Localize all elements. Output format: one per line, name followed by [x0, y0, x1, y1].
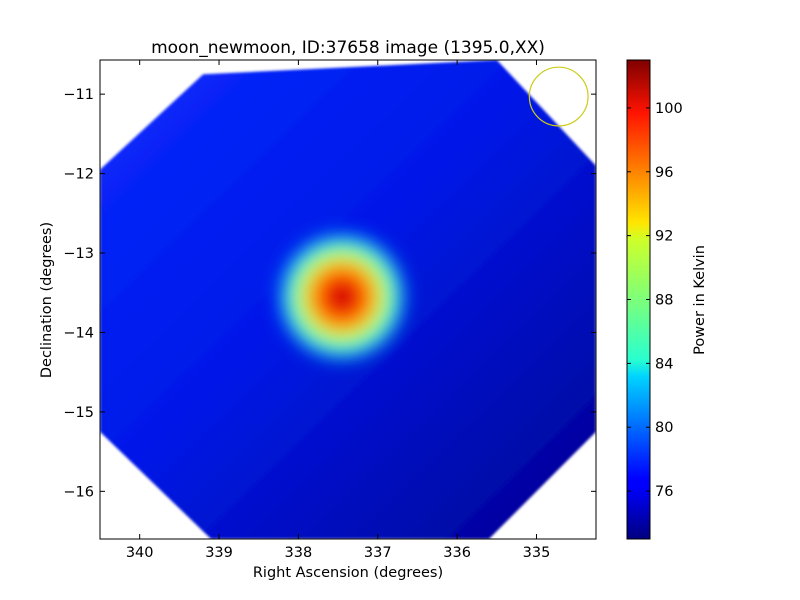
y-axis-ticks: −11 −12 −13 −14 −15 −16 [63, 87, 596, 500]
x-tick-label: 337 [364, 545, 392, 561]
colorbar-tick-label: 76 [655, 484, 673, 500]
plot-frame [99, 59, 597, 540]
y-tick-label: −15 [63, 405, 94, 421]
x-tick-label: 336 [443, 545, 471, 561]
x-tick-label: 335 [523, 545, 551, 561]
y-tick-label: −14 [63, 325, 94, 341]
source-emission [269, 224, 415, 370]
colorbar-tick-label: 100 [655, 101, 683, 117]
colorbar-label: Power in Kelvin [692, 245, 708, 355]
colorbar-tick-label: 92 [655, 229, 673, 245]
x-axis-label: Right Ascension (degrees) [253, 565, 443, 581]
colorbar-tick-label: 80 [655, 420, 673, 436]
x-axis-ticks: 340 339 338 337 336 335 [126, 60, 550, 561]
y-tick-label: −11 [63, 87, 94, 103]
colorbar-tick-label: 88 [655, 293, 673, 309]
y-tick-label: −13 [63, 246, 94, 262]
x-tick-label: 339 [205, 545, 233, 561]
chart-title: moon_newmoon, ID:37658 image (1395.0,XX) [151, 38, 545, 58]
colorbar-tick-label: 96 [655, 165, 673, 181]
y-tick-label: −12 [63, 167, 94, 183]
colorbar-tick-label: 84 [655, 356, 673, 372]
colorbar-ticks: 76 80 84 88 92 96 100 [627, 101, 683, 500]
beam-circle [528, 66, 589, 127]
x-tick-label: 338 [285, 545, 313, 561]
colorbar [627, 60, 650, 539]
y-tick-label: −16 [63, 484, 94, 500]
y-axis-label: Declination (degrees) [39, 222, 55, 378]
x-tick-label: 340 [126, 545, 154, 561]
